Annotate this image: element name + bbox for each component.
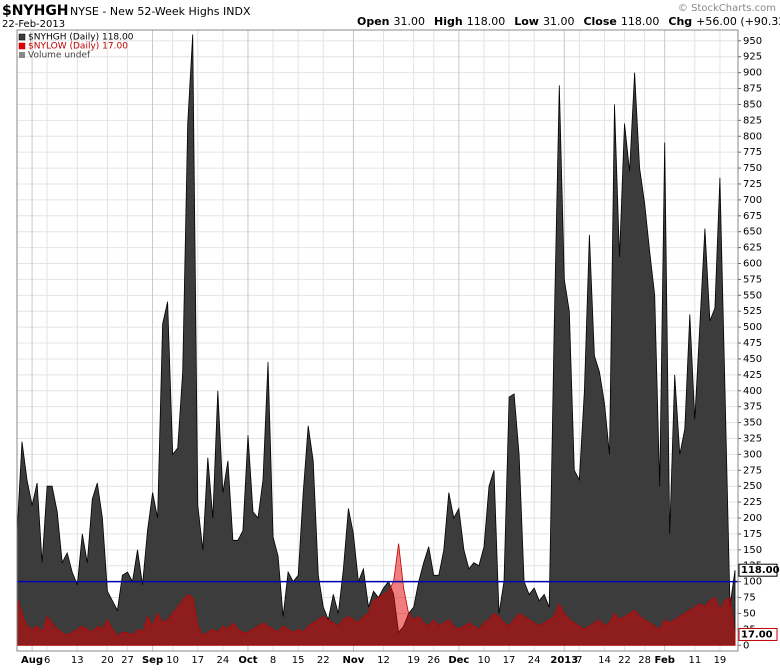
quote: Open 31.00 High 118.00 Low 31.00 Close 118.00 Ch… <box>357 15 780 28</box>
y-tick-label: 950 <box>743 36 762 47</box>
y-tick-label: 250 <box>743 481 762 492</box>
y-tick-label: 600 <box>743 259 762 270</box>
x-tick-label: 20 <box>101 655 114 666</box>
legend-label: Volume undef <box>28 51 91 61</box>
y-tick-label: 75 <box>743 593 756 604</box>
last-value-box <box>738 627 778 641</box>
quote-value: 118.00 <box>621 15 660 28</box>
area <box>16 543 736 646</box>
x-tick-label: 2013 <box>550 655 578 666</box>
y-tick-label: 725 <box>743 179 762 190</box>
y-tick-label: 875 <box>743 84 762 95</box>
x-tick-label: 10 <box>478 655 491 666</box>
y-tick-label: 450 <box>743 354 762 365</box>
y-tick-label: 375 <box>743 402 762 413</box>
y-tick-label: 750 <box>743 163 762 174</box>
y-tick-label: 775 <box>743 147 762 158</box>
y-tick-label: 900 <box>743 68 762 79</box>
x-tick-label: 10 <box>166 655 179 666</box>
x-tick-label: 24 <box>528 655 541 666</box>
y-tick-label: 550 <box>743 290 762 301</box>
y-tick-label: 500 <box>743 322 762 333</box>
quote-value: +56.00 (+90.32%) <box>696 15 780 28</box>
y-tick-label: 625 <box>743 243 762 254</box>
y-tick-label: 650 <box>743 227 762 238</box>
y-tick-label: 225 <box>743 497 762 508</box>
y-tick-label: 400 <box>743 386 762 397</box>
x-tick-label: 6 <box>44 655 50 666</box>
last-value-label: 17.00 <box>741 629 773 640</box>
y-tick-label: 575 <box>743 274 762 285</box>
legend-swatch <box>19 52 25 58</box>
date: 22-Feb-2013 <box>2 19 65 30</box>
y-tick-label: 100 <box>743 577 762 588</box>
x-tick-label: 24 <box>216 655 229 666</box>
x-tick-label: 27 <box>121 655 134 666</box>
y-tick-label: 150 <box>743 545 762 556</box>
last-value-box <box>738 563 778 577</box>
x-tick-label: Dec <box>448 655 469 666</box>
y-tick-label: 800 <box>743 131 762 142</box>
y-tick-label: 925 <box>743 52 762 63</box>
y-tick-label: 425 <box>743 370 762 381</box>
x-tick-label: 14 <box>598 655 611 666</box>
description: NYSE - New 52-Week Highs INDX <box>70 5 251 18</box>
x-tick-label: Sep <box>142 655 163 666</box>
y-tick-label: 300 <box>743 449 762 460</box>
quote-label: Open <box>357 15 390 28</box>
x-tick-label: 17 <box>191 655 204 666</box>
x-tick-label: 28 <box>638 655 651 666</box>
copyright: © StockCharts.com <box>678 3 776 14</box>
plot-border <box>16 29 739 652</box>
y-tick-label: 175 <box>743 529 762 540</box>
legend-swatch <box>18 33 26 41</box>
y-tick-label: 850 <box>743 99 762 110</box>
x-tick-label: 7 <box>576 655 582 666</box>
quote-value: 31.00 <box>543 15 575 28</box>
x-tick-label: Feb <box>655 655 675 666</box>
y-tick-label: 525 <box>743 306 762 317</box>
quote-label: Low <box>514 15 539 28</box>
y-tick-label: 0 <box>743 640 749 651</box>
y-tick-label: 825 <box>743 115 762 126</box>
quote-label: Close <box>583 15 616 28</box>
y-tick-label: 325 <box>743 433 762 444</box>
quote-value: 31.00 <box>394 15 426 28</box>
y-tick-label: 675 <box>743 211 762 222</box>
x-tick-label: 19 <box>714 655 727 666</box>
legend-label: $NYLOW (Daily) 17.00 <box>28 42 128 52</box>
x-tick-label: 22 <box>317 655 330 666</box>
legend-label: $NYHGH (Daily) 118.00 <box>28 33 134 43</box>
y-tick-label: 700 <box>743 195 762 206</box>
x-tick-label: Oct <box>238 655 257 666</box>
y-tick-label: 475 <box>743 338 762 349</box>
x-tick-label: 15 <box>292 655 305 666</box>
x-tick-label: 11 <box>688 655 701 666</box>
quote-label: Chg <box>668 15 692 28</box>
x-tick-label: Aug <box>21 655 43 666</box>
quote-label: High <box>434 15 463 28</box>
y-tick-label: 200 <box>743 513 762 524</box>
quote-value: 118.00 <box>467 15 506 28</box>
x-tick-label: Nov <box>343 655 365 666</box>
y-tick-label: 350 <box>743 418 762 429</box>
x-tick-label: 13 <box>71 655 84 666</box>
x-tick-label: 8 <box>270 655 276 666</box>
x-tick-label: 26 <box>427 655 440 666</box>
symbol: $NYHGH <box>2 3 69 19</box>
last-value-label: 118.00 <box>741 565 780 576</box>
x-tick-label: 19 <box>407 655 420 666</box>
y-tick-label: 275 <box>743 465 762 476</box>
x-tick-label: 17 <box>503 655 516 666</box>
legend-swatch <box>18 42 26 50</box>
x-tick-label: 12 <box>377 655 390 666</box>
x-tick-label: 22 <box>618 655 631 666</box>
y-tick-label: 50 <box>743 608 756 619</box>
